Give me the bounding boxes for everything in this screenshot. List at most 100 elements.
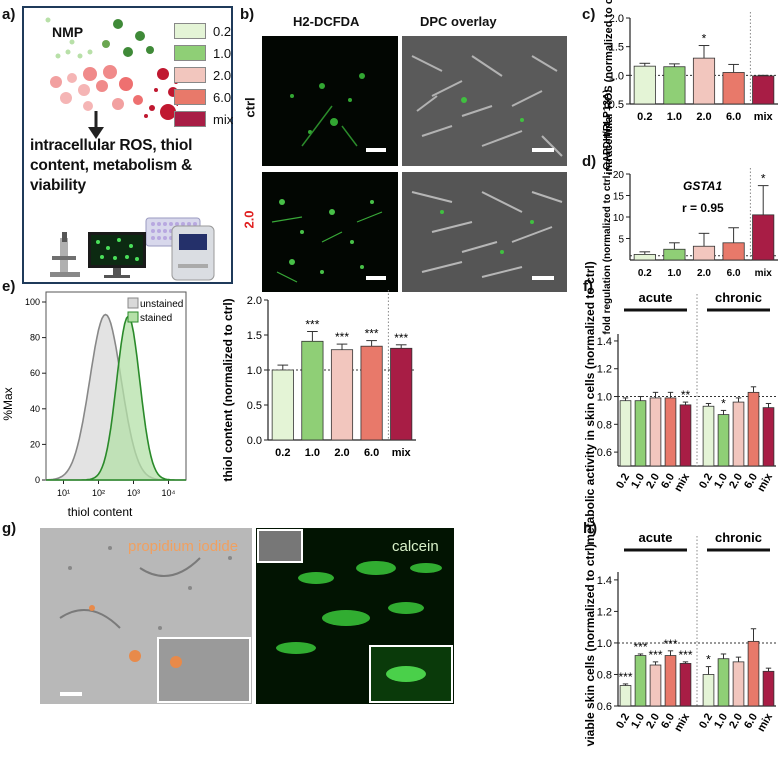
bar [390, 347, 413, 441]
bar [722, 242, 745, 261]
x-tick-label: 10¹ [57, 488, 70, 498]
x-tick-label: 0.2 [637, 111, 652, 123]
legend-item-1.0: 1.0 [174, 42, 233, 64]
hist-ylabel: %Max [1, 387, 15, 420]
bar [619, 400, 632, 467]
x-tick-label: 0.2 [697, 712, 715, 731]
significance-marker: *** [633, 640, 647, 654]
chart-c-ylabel: intracellular ROS (normalized to ctrl) [603, 0, 615, 175]
y-tick-label: 1.5 [609, 42, 624, 54]
bar [330, 349, 354, 441]
x-tick-label: 2.0 [334, 447, 349, 459]
significance-marker: *** [305, 318, 319, 332]
legend-swatch-unstained [127, 297, 139, 309]
bar [664, 655, 677, 707]
significance-marker: *** [394, 331, 408, 345]
significance-marker: *** [678, 648, 692, 662]
legend-item-mix: mix [174, 108, 233, 130]
nmp-particles [45, 17, 178, 120]
group-label-acute: acute [639, 290, 673, 305]
y-tick-label: 1.0 [609, 70, 624, 82]
panel-label-h: h) [583, 520, 598, 537]
bar [692, 245, 716, 261]
x-tick-label: 10² [92, 488, 105, 498]
y-tick-label: 0.8 [597, 419, 612, 431]
x-tick-label: 0.2 [275, 447, 290, 459]
bar [301, 340, 324, 441]
x-tick-label: 1.0 [305, 447, 320, 459]
bar [649, 664, 662, 707]
x-tick-label: mix [392, 447, 412, 459]
x-tick-label: 1.0 [667, 111, 682, 123]
x-tick-label: 1.0 [629, 472, 647, 491]
y-tick-label: 2.0 [609, 13, 624, 25]
y-tick-label: 0.8 [597, 669, 612, 681]
micrograph-title-dpc: DPC overlay [420, 14, 497, 29]
significance-marker: *** [618, 670, 632, 684]
chart-e-ylabel: thiol content (normalized to ctrl) [221, 298, 235, 481]
panel-label-a: a) [2, 6, 16, 23]
legend-swatch-stained [127, 311, 139, 323]
y-tick-label: 5 [618, 235, 624, 246]
micrograph-2.0-dpc [402, 172, 567, 292]
y-tick-label: 1.2 [597, 364, 612, 376]
y-tick-label: 1.5 [247, 330, 262, 342]
significance-marker: * [706, 653, 711, 667]
y-tick-label: 1.4 [597, 336, 612, 348]
panel-label-g: g) [2, 520, 17, 537]
x-tick-label: 2.0 [644, 712, 662, 731]
significance-marker: *** [365, 327, 379, 341]
legend-label-stained: stained [140, 313, 172, 324]
bar [360, 345, 383, 441]
monitor-icon [88, 232, 146, 278]
y-tick-label: 0.5 [609, 99, 624, 111]
x-tick-label: 1.0 [667, 268, 681, 279]
y-tick-label: 20 [613, 170, 625, 181]
y-tick-label: 20 [30, 439, 40, 449]
x-tick-label: mix [755, 268, 773, 279]
y-tick-label: 1.0 [247, 365, 262, 377]
x-tick-label: 2.0 [697, 268, 711, 279]
bar [762, 670, 775, 707]
bar [633, 65, 656, 105]
y-tick-label: 1.2 [597, 606, 612, 618]
y-tick-label: 15 [613, 192, 625, 203]
group-label-acute: acute [639, 530, 673, 545]
bar [634, 400, 647, 467]
x-tick-label: 10⁴ [162, 488, 176, 498]
bar [747, 640, 760, 707]
hist-xlabel: thiol content [68, 505, 133, 519]
x-tick-label: 6.0 [727, 268, 741, 279]
x-tick-label: 0.2 [697, 472, 715, 491]
legend-label-unstained: unstained [140, 299, 183, 310]
bar [722, 72, 745, 105]
panel-label-f: f) [583, 278, 593, 295]
chart-h-viable: viable skin cells (normalized to ctrl) 0… [583, 530, 776, 746]
bar [752, 214, 775, 261]
panel-label-c: c) [582, 6, 596, 23]
x-tick-label: 6.0 [726, 111, 741, 123]
y-tick-label: 60 [30, 368, 40, 378]
micrograph-ctrl-h2dcfda [262, 36, 398, 166]
label-propidium-iodide: propidium iodide [128, 538, 239, 555]
bar [663, 248, 686, 261]
y-tick-label: 40 [30, 404, 40, 414]
micrograph-calcein [256, 528, 454, 704]
x-tick-label: 6.0 [364, 447, 379, 459]
group-label-chronic: chronic [715, 290, 762, 305]
chart-d-title: GSTA1 [683, 179, 722, 193]
nmp-label: NMP [52, 24, 84, 40]
x-tick-label: 0.2 [638, 268, 652, 279]
y-tick-label: 0.5 [247, 400, 262, 412]
x-tick-label: mix [755, 711, 775, 734]
bar [702, 674, 715, 707]
significance-marker: *** [335, 330, 349, 344]
row-label-ctrl: ctrl [242, 97, 258, 118]
chart-e-histogram: %Max thiol content 0 20 40 60 80 100 10¹ 10² 10³… [1, 291, 187, 519]
microscope-icon [50, 232, 80, 277]
panel-label-b: b) [240, 6, 255, 23]
micrograph-propidium-iodide [40, 528, 252, 704]
bar [679, 663, 692, 707]
bar [633, 254, 656, 261]
bar [664, 397, 677, 467]
